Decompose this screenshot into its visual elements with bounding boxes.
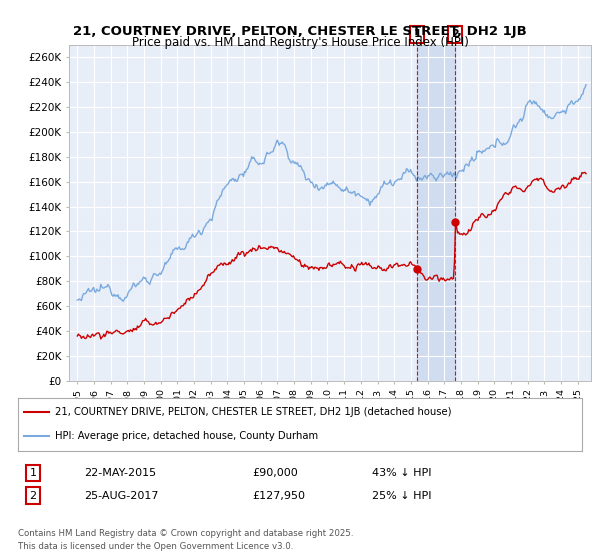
- Text: 21, COURTNEY DRIVE, PELTON, CHESTER LE STREET, DH2 1JB: 21, COURTNEY DRIVE, PELTON, CHESTER LE S…: [73, 25, 527, 38]
- Text: 2: 2: [29, 491, 37, 501]
- Text: 25% ↓ HPI: 25% ↓ HPI: [372, 491, 431, 501]
- Text: 43% ↓ HPI: 43% ↓ HPI: [372, 468, 431, 478]
- Text: 1: 1: [29, 468, 37, 478]
- Text: 21, COURTNEY DRIVE, PELTON, CHESTER LE STREET, DH2 1JB (detached house): 21, COURTNEY DRIVE, PELTON, CHESTER LE S…: [55, 408, 451, 418]
- Text: £127,950: £127,950: [252, 491, 305, 501]
- Text: 2: 2: [451, 29, 459, 39]
- Text: HPI: Average price, detached house, County Durham: HPI: Average price, detached house, Coun…: [55, 431, 318, 441]
- Text: Price paid vs. HM Land Registry's House Price Index (HPI): Price paid vs. HM Land Registry's House …: [131, 36, 469, 49]
- Text: 25-AUG-2017: 25-AUG-2017: [84, 491, 158, 501]
- Text: Contains HM Land Registry data © Crown copyright and database right 2025.
This d: Contains HM Land Registry data © Crown c…: [18, 529, 353, 550]
- Text: 1: 1: [413, 29, 421, 39]
- Text: 22-MAY-2015: 22-MAY-2015: [84, 468, 156, 478]
- Bar: [417, 45, 455, 381]
- Text: £90,000: £90,000: [252, 468, 298, 478]
